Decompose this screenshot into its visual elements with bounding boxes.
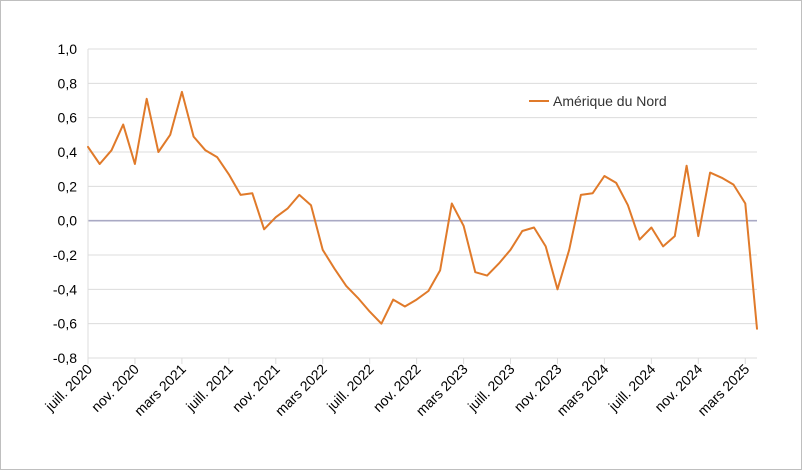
x-tick-label: juill. 2024 [605, 361, 659, 415]
y-tick-label: -0,6 [53, 316, 77, 332]
x-tick-label: mars 2022 [272, 361, 330, 419]
y-tick-label: -0,8 [53, 350, 77, 366]
y-tick-label: 0,4 [58, 144, 78, 160]
y-tick-label: 0,8 [58, 75, 78, 91]
x-tick-label: mars 2023 [413, 361, 471, 419]
x-tick-label: juill. 2021 [182, 361, 236, 415]
series-line [87, 90, 758, 330]
x-tick-label: juill. 2020 [41, 361, 95, 415]
x-tick-label: mars 2025 [694, 361, 752, 419]
x-tick-label: juill. 2023 [464, 361, 518, 415]
x-tick-label: mars 2021 [131, 361, 189, 419]
y-tick-label: 0,2 [58, 178, 78, 194]
y-tick-label: 1,0 [58, 41, 78, 57]
y-tick-label: -0,2 [53, 247, 77, 263]
y-tick-label: -0,4 [53, 281, 77, 297]
y-tick-label: 0,6 [58, 110, 78, 126]
x-tick-label: juill. 2022 [323, 361, 377, 415]
y-tick-label: 0,0 [58, 213, 78, 229]
legend-label: Amérique du Nord [553, 93, 667, 109]
x-tick-label: mars 2024 [553, 361, 611, 419]
